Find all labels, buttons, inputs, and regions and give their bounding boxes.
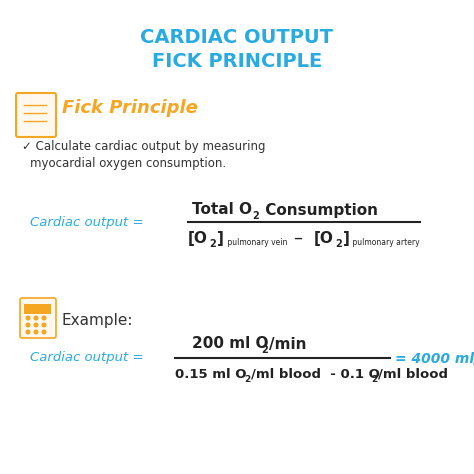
Text: Cardiac output =: Cardiac output = <box>30 352 144 365</box>
Text: FICK PRINCIPLE: FICK PRINCIPLE <box>152 52 322 71</box>
Text: 200 ml O: 200 ml O <box>192 337 268 352</box>
Circle shape <box>34 323 38 327</box>
Text: 2: 2 <box>252 211 259 221</box>
Text: myocardial oxygen consumption.: myocardial oxygen consumption. <box>30 157 226 170</box>
Circle shape <box>26 316 30 320</box>
Text: 2: 2 <box>335 239 342 249</box>
Text: = 4000 ml/min: = 4000 ml/min <box>395 351 474 365</box>
FancyBboxPatch shape <box>25 303 52 313</box>
Text: Consumption: Consumption <box>260 202 378 218</box>
Circle shape <box>42 316 46 320</box>
Text: Fick Principle: Fick Principle <box>62 99 198 117</box>
FancyBboxPatch shape <box>20 298 56 338</box>
FancyBboxPatch shape <box>16 93 56 137</box>
Text: 2: 2 <box>371 375 377 384</box>
Text: pulmonary artery: pulmonary artery <box>350 237 419 246</box>
Text: Cardiac output =: Cardiac output = <box>30 216 144 228</box>
Text: [O: [O <box>314 230 334 246</box>
Circle shape <box>26 330 30 334</box>
Text: 2: 2 <box>244 375 250 384</box>
Text: [O: [O <box>188 230 208 246</box>
Text: Example:: Example: <box>62 312 134 328</box>
Text: 0.15 ml O: 0.15 ml O <box>175 367 246 381</box>
Text: ]: ] <box>343 230 350 246</box>
Text: /ml blood: /ml blood <box>378 367 448 381</box>
Circle shape <box>42 323 46 327</box>
Text: /min: /min <box>269 337 307 352</box>
Circle shape <box>34 330 38 334</box>
Text: Total O: Total O <box>192 202 252 218</box>
Circle shape <box>34 316 38 320</box>
Text: ]: ] <box>217 230 224 246</box>
Text: /ml blood  - 0.1 O: /ml blood - 0.1 O <box>251 367 380 381</box>
Circle shape <box>26 323 30 327</box>
Circle shape <box>42 330 46 334</box>
Text: 2: 2 <box>209 239 216 249</box>
Text: 2: 2 <box>261 345 268 355</box>
Text: pulmonary vein: pulmonary vein <box>225 237 287 246</box>
Text: –: – <box>293 229 302 247</box>
Text: ✓ Calculate cardiac output by measuring: ✓ Calculate cardiac output by measuring <box>22 140 265 153</box>
Text: CARDIAC OUTPUT: CARDIAC OUTPUT <box>140 28 334 47</box>
